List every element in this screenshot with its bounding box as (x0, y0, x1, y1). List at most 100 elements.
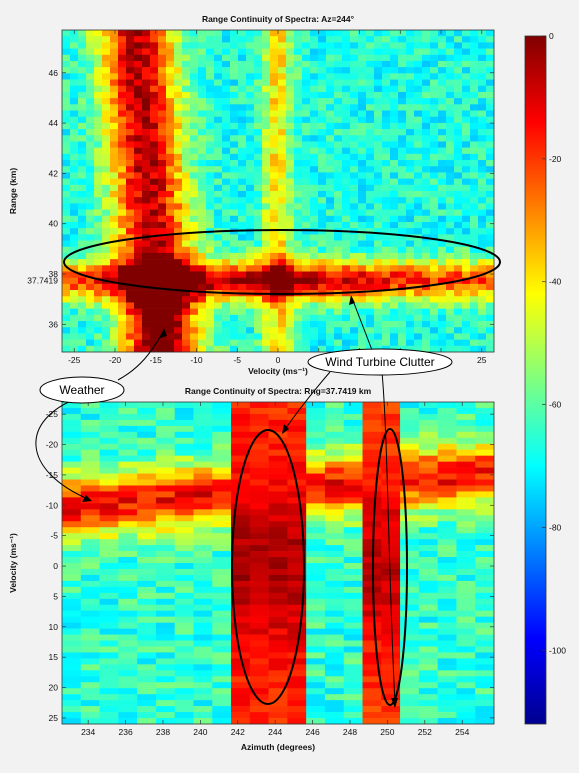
top-cell (318, 166, 327, 173)
top-cell (398, 221, 407, 229)
bottom-cell (456, 413, 476, 421)
clutter-arrow-right (381, 371, 396, 706)
top-cell (118, 302, 127, 309)
top-cell (198, 327, 207, 334)
top-cell (94, 221, 103, 229)
top-cell (150, 54, 159, 62)
bottom-cell (249, 515, 269, 522)
top-cell (86, 234, 95, 241)
top-cell (454, 191, 463, 198)
top-cell (430, 116, 439, 124)
bottom-cell (193, 503, 213, 510)
top-cell (206, 296, 215, 303)
bottom-cell (231, 640, 251, 647)
top-cell (134, 98, 143, 105)
bottom-cell (212, 461, 232, 468)
top-cell (86, 339, 95, 347)
top-cell (446, 110, 455, 117)
top-panel: Range Continuity of Spectra: Az=244° -25… (8, 14, 495, 376)
top-cell (254, 73, 263, 80)
top-cell (302, 221, 311, 229)
bottom-cell (99, 515, 119, 522)
top-cell (110, 259, 119, 266)
top-cell (486, 36, 495, 43)
bottom-cell (343, 580, 363, 588)
top-cell (86, 191, 95, 198)
top-cell (470, 221, 479, 229)
bottom-cell (400, 521, 420, 528)
top-cell (262, 197, 271, 204)
bottom-cell (324, 467, 345, 474)
top-cell (118, 54, 127, 62)
bottom-cell (324, 622, 345, 629)
top-cell (198, 234, 207, 241)
top-cell (462, 30, 471, 37)
top-cell (190, 265, 199, 272)
bottom-cell (231, 676, 251, 683)
top-cell (310, 203, 319, 210)
top-cell (374, 265, 383, 272)
top-cell (254, 42, 263, 49)
top-cell (134, 153, 143, 161)
top-cell (158, 308, 167, 316)
top-cell (390, 104, 399, 111)
bottom-cell (118, 527, 138, 534)
top-cell (182, 271, 191, 278)
top-cell (78, 141, 87, 148)
top-cell (150, 178, 159, 186)
top-cell (302, 160, 311, 167)
top-cell (382, 54, 391, 62)
top-cell (182, 252, 191, 260)
top-cell (254, 85, 263, 93)
top-cell (422, 197, 431, 204)
top-cell (270, 73, 279, 80)
top-cell (342, 166, 351, 173)
top-cell (230, 91, 239, 99)
top-cell (342, 277, 351, 285)
bottom-cell (137, 706, 157, 713)
bottom-cell (362, 694, 382, 701)
top-cell (334, 203, 343, 210)
top-cell (374, 42, 383, 49)
bottom-cell (456, 545, 476, 552)
bottom-cell (174, 598, 194, 606)
bottom-cell (193, 640, 213, 647)
bottom-cell (174, 509, 194, 516)
top-cell (94, 30, 103, 37)
top-cell (78, 296, 87, 303)
top-cell (446, 184, 455, 192)
top-cell (350, 110, 359, 117)
bottom-cell (231, 628, 251, 635)
top-cell (214, 327, 223, 334)
top-cell (262, 191, 271, 198)
top-cell (118, 314, 127, 322)
bottom-cell (137, 634, 157, 641)
top-cell (334, 314, 343, 322)
y-tick-label: -10 (46, 500, 59, 510)
bottom-cell (362, 431, 382, 439)
bottom-cell (155, 503, 175, 510)
top-cell (470, 321, 479, 328)
top-cell (94, 110, 103, 117)
top-cell (278, 166, 287, 173)
top-cell (86, 147, 95, 155)
top-cell (110, 296, 119, 303)
bottom-cell (193, 574, 213, 582)
bottom-cell (62, 670, 82, 677)
bottom-cell (343, 413, 363, 421)
top-cell (326, 160, 335, 167)
top-cell (182, 48, 191, 56)
bottom-cell (99, 622, 119, 629)
top-cell (70, 91, 79, 99)
top-cell (278, 277, 287, 285)
top-cell (422, 160, 431, 167)
top-cell (110, 91, 119, 99)
top-cell (366, 302, 375, 309)
top-cell (198, 79, 207, 87)
top-cell (230, 178, 239, 186)
top-cell (350, 54, 359, 62)
top-cell (182, 327, 191, 334)
top-cell (150, 110, 159, 117)
top-cell (94, 271, 103, 278)
top-cell (286, 197, 295, 204)
